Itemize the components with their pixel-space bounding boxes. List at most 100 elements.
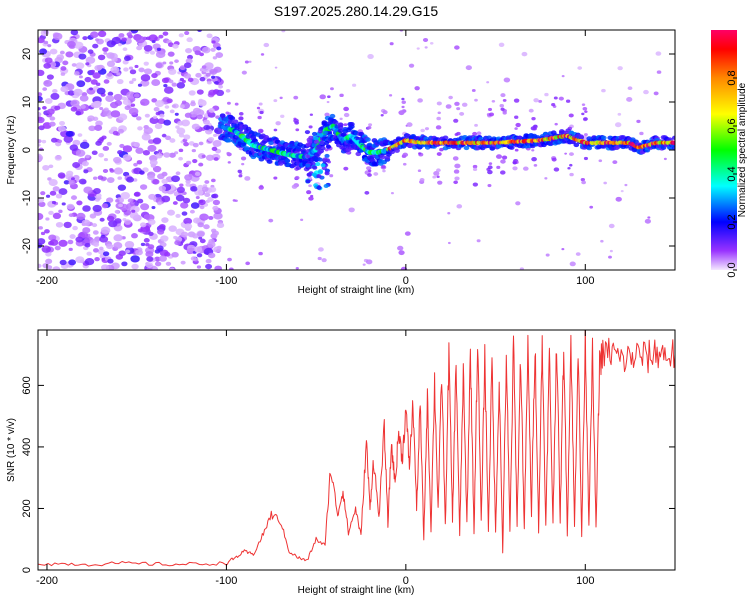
snr-x-tick-label: 0: [403, 575, 409, 587]
heatmap-cell: [209, 68, 218, 75]
heatmap-cell: [305, 163, 311, 168]
heatmap-cell: [435, 125, 442, 130]
heatmap-cell: [488, 162, 493, 165]
heatmap-cell: [367, 54, 374, 60]
heatmap-cell: [207, 196, 214, 202]
chart-title: S197.2025.280.14.29.G15: [274, 3, 438, 19]
heatmap-cell: [78, 53, 87, 60]
heatmap-cell: [453, 169, 460, 174]
heatmap-cell: [46, 74, 54, 80]
heatmap-cell: [584, 110, 588, 113]
heatmap-cell: [569, 152, 574, 156]
heatmap-cell: [152, 178, 160, 185]
heatmap-cell: [45, 217, 50, 221]
heatmap-cell: [212, 133, 218, 138]
heatmap-cell: [583, 117, 588, 121]
heatmap-cell: [155, 153, 163, 159]
heatmap-cell: [76, 212, 86, 220]
heatmap-cell: [404, 231, 411, 236]
heatmap-cell: [445, 104, 452, 109]
snr-x-label: Height of straight line (km): [298, 585, 415, 596]
heatmap-cell: [184, 112, 192, 118]
heatmap-cell: [274, 66, 278, 69]
heatmap-cell: [213, 157, 219, 161]
heatmap-cell: [102, 251, 110, 257]
heatmap-cell: [122, 145, 133, 153]
heatmap-cell: [135, 249, 143, 256]
heatmap-cell: [114, 100, 123, 106]
heatmap-cell: [437, 180, 443, 185]
heatmap-cell: [531, 116, 536, 121]
heatmap-cell: [151, 79, 161, 87]
colorbar-tick-label: 0.8: [726, 70, 738, 85]
heatmap-cell: [81, 162, 87, 166]
heatmap-cell: [60, 86, 69, 93]
heatmap-cell: [87, 115, 95, 122]
heatmap-cell: [184, 223, 193, 230]
heatmap-cell: [639, 131, 644, 136]
heatmap-cell: [98, 246, 104, 251]
heatmap-cell: [164, 105, 170, 109]
heatmap-cell: [146, 267, 152, 270]
heatmap-cell: [561, 248, 565, 251]
heatmap-cell: [433, 171, 440, 176]
heatmap-cell: [643, 89, 649, 95]
heatmap-cell: [207, 241, 216, 248]
heatmap-cell: [174, 151, 179, 155]
heatmap-cell: [75, 149, 86, 157]
heatmap-cell: [495, 154, 503, 159]
heatmap-cell: [275, 121, 281, 126]
heatmap-cell: [116, 72, 121, 76]
heatmap-cell: [182, 197, 191, 204]
heatmap-cell: [69, 234, 76, 239]
heatmap-cell: [311, 172, 317, 177]
heatmap-cell: [306, 190, 312, 195]
heatmap-cell: [256, 106, 261, 110]
heatmap-cell: [181, 79, 186, 83]
heatmap-cell: [500, 159, 506, 164]
heatmap-cell: [601, 88, 606, 93]
heatmap-cell: [293, 95, 299, 100]
heatmap-cell: [617, 66, 623, 71]
heatmap-cell: [106, 40, 116, 48]
heatmap-cell: [195, 195, 200, 200]
heatmap-cell: [612, 160, 618, 165]
heatmap-cell: [213, 246, 222, 253]
heatmap-cell: [318, 247, 324, 252]
heatmap-cell: [72, 139, 81, 146]
heatmap-cell: [199, 213, 209, 221]
heatmap-cell: [402, 162, 407, 166]
heatmap-cell: [137, 126, 143, 131]
heatmap-cell: [84, 76, 92, 83]
heatmap-cell: [488, 107, 493, 111]
heatmap-cell: [671, 135, 675, 141]
heatmap-cell: [147, 139, 155, 144]
heatmap-cell: [515, 201, 521, 206]
heatmap-cell: [96, 87, 106, 95]
heatmap-cell: [500, 107, 505, 111]
heatmap-cell: [130, 30, 139, 34]
heatmap-cell: [578, 134, 585, 139]
heatmap-cell: [163, 152, 171, 158]
heatmap-cell: [329, 113, 336, 119]
heatmap-cell: [140, 203, 150, 211]
heatmap-cell: [320, 163, 326, 168]
heatmap-cell: [263, 42, 270, 48]
heatmap-cell: [489, 146, 496, 151]
heatmap-cell: [554, 122, 558, 126]
heatmap-cell: [117, 150, 123, 155]
heatmap-cell: [151, 98, 157, 103]
heatmap-cell: [512, 166, 518, 171]
heatmap-cell: [131, 233, 138, 239]
heatmap-cell: [176, 186, 186, 194]
heatmap-cell: [553, 167, 560, 172]
heatmap-cell: [316, 145, 322, 150]
heatmap-cell: [348, 207, 355, 213]
heatmap-cell: [472, 182, 479, 187]
heatmap-cell: [52, 88, 58, 94]
heatmap-cell: [208, 108, 215, 113]
heatmap-cell: [273, 99, 278, 103]
heatmap-cell: [136, 116, 142, 121]
heatmap-cell: [63, 221, 72, 229]
heatmap-cell: [103, 107, 109, 112]
